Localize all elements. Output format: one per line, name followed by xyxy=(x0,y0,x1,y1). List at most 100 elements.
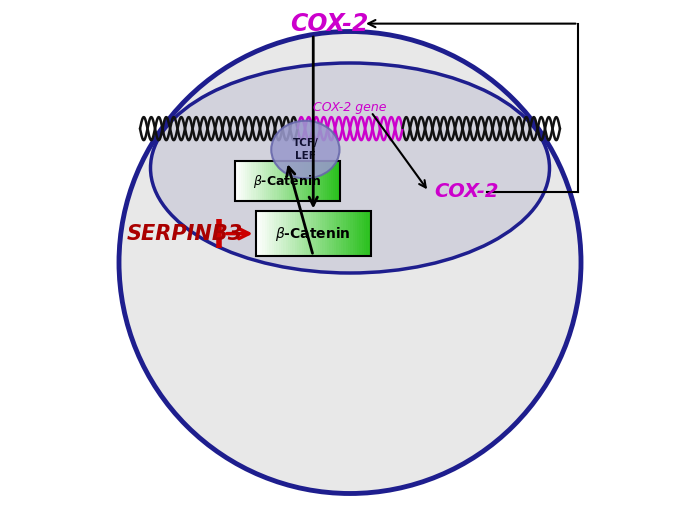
Bar xyxy=(274,211,276,256)
Bar xyxy=(264,162,266,201)
Bar xyxy=(284,211,286,256)
Bar xyxy=(323,211,325,256)
Bar xyxy=(360,211,362,256)
Bar xyxy=(260,211,262,256)
Bar xyxy=(247,162,249,201)
Bar xyxy=(343,211,346,256)
Bar xyxy=(286,211,288,256)
Bar xyxy=(369,211,371,256)
Bar xyxy=(306,162,308,201)
Bar xyxy=(353,211,355,256)
Text: $\beta$-Catenin: $\beta$-Catenin xyxy=(275,225,351,243)
Text: COX-2 gene: COX-2 gene xyxy=(314,101,386,114)
Bar xyxy=(330,211,332,256)
Bar xyxy=(241,162,243,201)
Bar xyxy=(285,162,287,201)
Bar xyxy=(279,162,281,201)
Bar xyxy=(327,162,329,201)
Ellipse shape xyxy=(150,63,550,273)
Bar xyxy=(325,211,327,256)
Bar xyxy=(366,211,369,256)
Bar xyxy=(270,162,272,201)
Bar xyxy=(295,162,298,201)
Bar xyxy=(298,162,300,201)
Bar xyxy=(311,211,314,256)
Bar xyxy=(272,211,274,256)
Bar xyxy=(256,162,258,201)
Bar xyxy=(289,162,291,201)
Bar xyxy=(314,162,316,201)
Bar xyxy=(321,162,323,201)
Bar xyxy=(268,162,270,201)
Bar xyxy=(329,162,331,201)
Bar xyxy=(276,211,279,256)
Bar xyxy=(325,162,327,201)
Bar xyxy=(341,211,343,256)
Bar xyxy=(310,162,312,201)
Bar xyxy=(320,211,323,256)
Bar xyxy=(276,162,279,201)
Bar xyxy=(281,211,284,256)
Bar xyxy=(327,211,330,256)
Bar xyxy=(265,211,267,256)
Bar xyxy=(295,211,297,256)
Bar xyxy=(339,211,341,256)
Bar xyxy=(337,211,339,256)
Bar xyxy=(249,162,251,201)
Bar xyxy=(332,211,334,256)
Bar xyxy=(237,162,239,201)
Bar xyxy=(316,211,318,256)
Bar xyxy=(312,162,314,201)
Bar xyxy=(260,162,262,201)
Bar xyxy=(266,162,268,201)
Bar xyxy=(297,211,300,256)
Bar xyxy=(288,211,290,256)
Text: $\beta$-Catenin: $\beta$-Catenin xyxy=(253,173,321,190)
Bar xyxy=(283,162,285,201)
Bar xyxy=(262,162,264,201)
Text: LEF: LEF xyxy=(295,151,316,162)
Bar xyxy=(291,162,293,201)
Bar xyxy=(258,162,260,201)
Bar xyxy=(314,211,316,256)
Bar xyxy=(350,211,353,256)
Bar xyxy=(308,162,310,201)
Text: COX-2: COX-2 xyxy=(290,12,368,36)
Bar xyxy=(253,162,256,201)
Bar xyxy=(293,162,295,201)
Bar xyxy=(307,211,309,256)
Bar xyxy=(333,162,335,201)
Bar xyxy=(300,211,302,256)
Bar xyxy=(335,162,337,201)
Bar xyxy=(318,211,320,256)
Bar xyxy=(272,162,274,201)
Bar xyxy=(334,211,337,256)
Bar xyxy=(355,211,357,256)
Ellipse shape xyxy=(119,32,581,493)
Bar xyxy=(323,162,325,201)
Bar xyxy=(256,211,371,256)
Bar xyxy=(251,162,253,201)
Ellipse shape xyxy=(272,121,340,178)
Bar xyxy=(270,211,272,256)
Bar xyxy=(245,162,247,201)
Bar xyxy=(302,162,304,201)
Bar xyxy=(267,211,270,256)
Bar xyxy=(234,162,340,201)
Bar xyxy=(357,211,360,256)
Bar xyxy=(281,162,283,201)
Bar xyxy=(364,211,366,256)
Bar xyxy=(346,211,348,256)
Bar xyxy=(258,211,260,256)
Text: TCF/: TCF/ xyxy=(293,138,318,149)
Bar xyxy=(256,211,258,256)
Bar xyxy=(239,162,241,201)
Bar xyxy=(287,162,289,201)
Bar xyxy=(274,162,277,201)
Text: COX-2: COX-2 xyxy=(434,182,498,201)
Bar xyxy=(262,211,265,256)
Bar xyxy=(300,162,302,201)
Bar xyxy=(279,211,281,256)
Bar xyxy=(304,211,307,256)
Bar xyxy=(290,211,293,256)
